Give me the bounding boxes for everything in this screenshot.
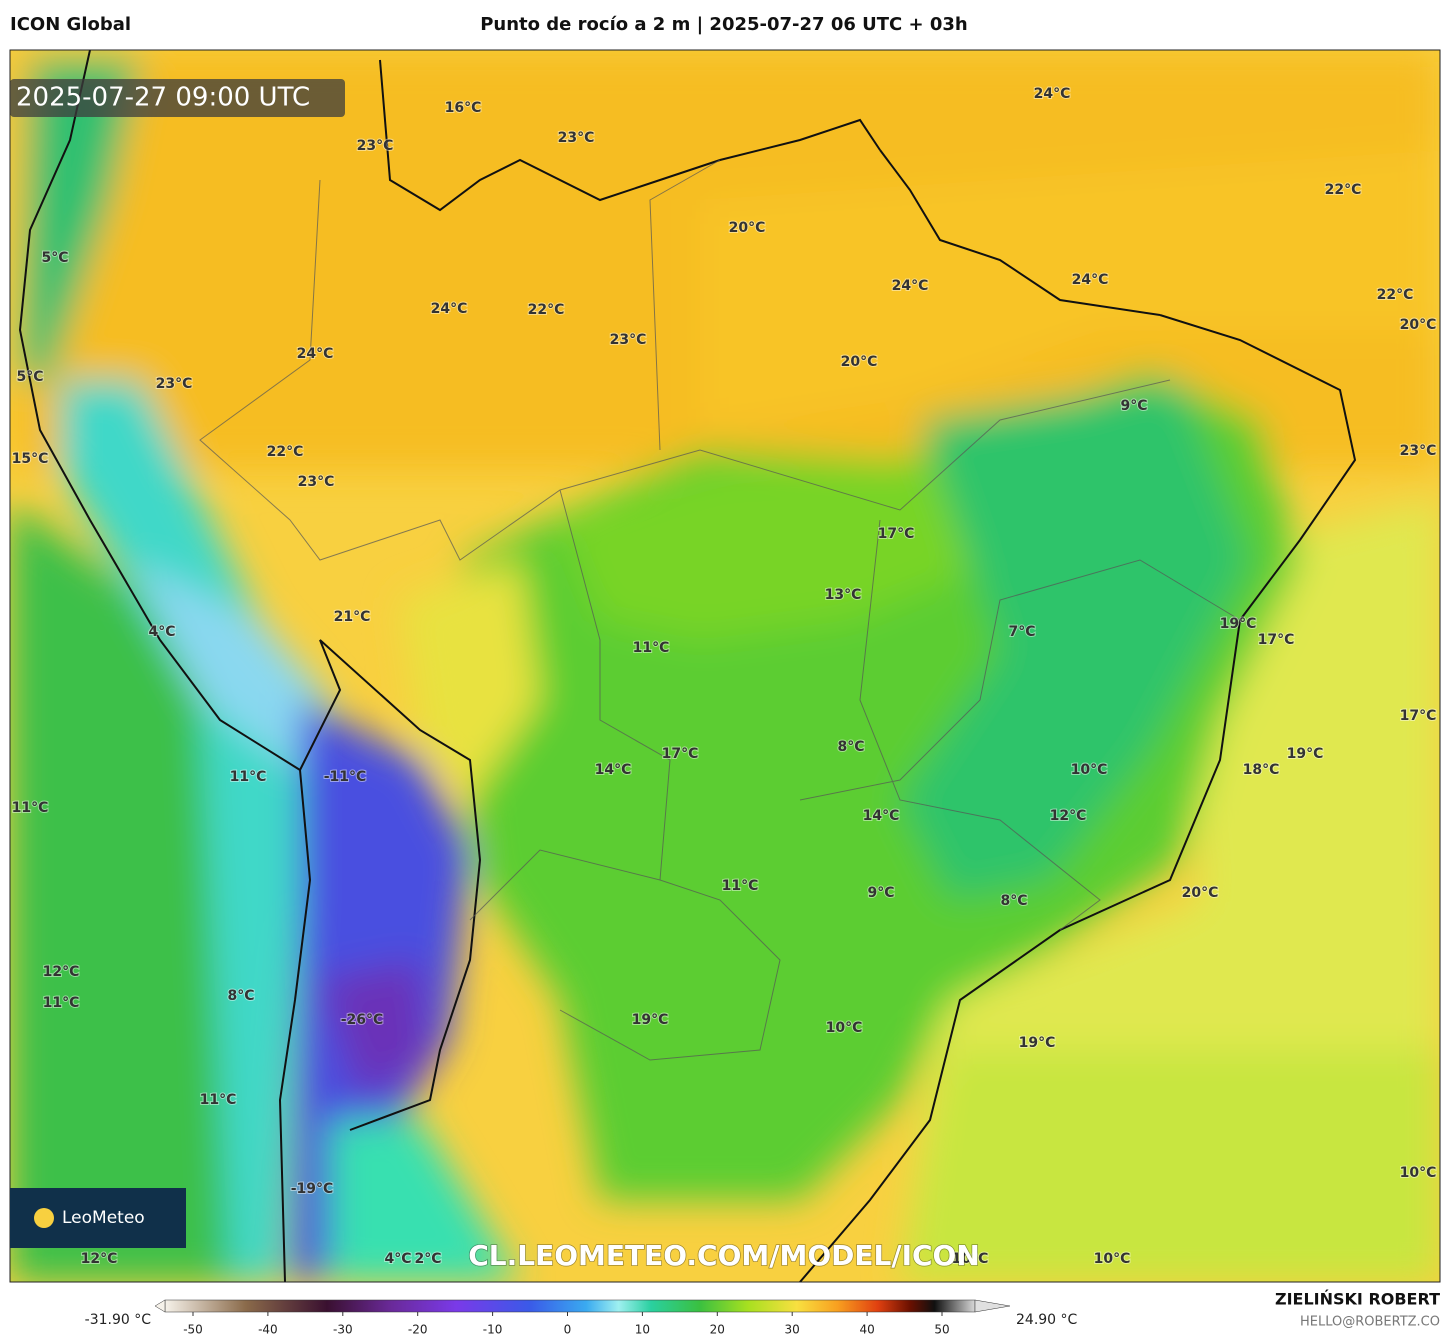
colorbar-tick-label: 10 [635,1323,650,1337]
temp-label: 22°C [1377,287,1414,303]
temp-label: 23°C [298,474,335,490]
temp-label: 10°C [1400,1165,1437,1181]
temp-label: 4°C [148,624,175,640]
temp-label: 17°C [1400,708,1437,724]
temp-label: 8°C [837,739,864,755]
timestamp-box [10,79,345,117]
colorbar-tick-label: -40 [258,1323,278,1337]
temp-label: 19°C [1220,616,1257,632]
temp-label: 10°C [826,1020,863,1036]
temp-label: 24°C [431,301,468,317]
temp-label: 14°C [863,808,900,824]
colorbar-min: -31.90 °C [85,1312,152,1328]
contact: HELLO@ROBERTZ.CO [1300,1315,1440,1330]
temp-label: 11°C [200,1092,237,1108]
colorbar-max-arrow [974,1299,1011,1313]
temp-label: 20°C [729,220,766,236]
temp-label: 24°C [1072,272,1109,288]
temp-label: 19°C [1019,1035,1056,1051]
temp-label: 17°C [878,526,915,542]
temp-label: 8°C [1000,893,1027,909]
temp-label: 9°C [867,885,894,901]
colorbar-tick-label: 30 [785,1323,800,1337]
colorbar [164,1299,976,1313]
temp-label: 14°C [595,762,632,778]
temp-label: 9°C [1120,398,1147,414]
temp-label: 15°C [12,451,49,467]
colorbar-tick-label: 0 [564,1323,572,1337]
temp-label: 16°C [445,100,482,116]
temp-label: 18°C [1243,762,1280,778]
temp-label: 5°C [41,250,68,266]
temp-label: 11°C [722,878,759,894]
temp-label: 24°C [297,346,334,362]
temp-label: 23°C [558,130,595,146]
temp-label: 11°C [633,640,670,656]
colorbar-max: 24.90 °C [1016,1312,1078,1328]
temp-label: 22°C [528,302,565,318]
temp-label: 12°C [81,1251,118,1267]
logo-text: LeoMeteo [62,1208,145,1228]
temp-label: 19°C [1287,746,1324,762]
temp-label: 23°C [357,138,394,154]
temp-label: 13°C [825,587,862,603]
colorbar-tick-label: -20 [408,1323,428,1337]
colorbar-min-arrow [154,1299,166,1313]
temp-label: 11°C [12,800,49,816]
map-field [10,50,1440,1282]
temp-label: 23°C [610,332,647,348]
temp-label: 10°C [952,1251,989,1267]
temp-label: 23°C [1400,443,1437,459]
temp-label: 21°C [334,609,371,625]
temp-label: 4°C [384,1251,411,1267]
temp-label: 12°C [1050,808,1087,824]
colorbar-tick-label: 40 [859,1323,874,1337]
temp-label: -19°C [291,1181,334,1197]
temp-label: 20°C [1400,317,1437,333]
model-name: ICON Global [10,14,131,35]
temp-label: 7°C [1008,624,1035,640]
temp-label: 20°C [841,354,878,370]
temp-label: 8°C [227,988,254,1004]
temp-label: 20°C [1182,885,1219,901]
colorbar-tick-label: 20 [710,1323,725,1337]
temp-label: -26°C [341,1012,384,1028]
colorbar-tick-label: -50 [183,1323,203,1337]
temp-label: 24°C [892,278,929,294]
watermark: CL.LEOMETEO.COM/MODEL/ICON [468,1239,980,1272]
temp-label: -11°C [324,769,367,785]
temp-label: 24°C [1034,86,1071,102]
logo-sun [34,1208,54,1228]
temp-label: 19°C [632,1012,669,1028]
colorbar-tick-label: 50 [934,1323,949,1337]
temp-label: 23°C [156,376,193,392]
temp-label: 17°C [1258,632,1295,648]
colorbar-tick-label: -10 [483,1323,503,1337]
timestamp: 2025-07-27 09:00 UTC [16,83,310,113]
temp-label: 10°C [1071,762,1108,778]
colorbar-tick-label: -30 [333,1323,353,1337]
temp-label: 17°C [662,746,699,762]
map-title: Punto de rocío a 2 m | 2025-07-27 06 UTC… [480,14,968,35]
temp-label: 5°C [16,369,43,385]
temp-label: 12°C [43,964,80,980]
temp-label: 22°C [1325,182,1362,198]
temp-label: 2°C [414,1251,441,1267]
author: ZIELIŃSKI ROBERT [1275,1290,1440,1309]
temp-label: 11°C [230,769,267,785]
temp-label: 10°C [1094,1251,1131,1267]
temp-label: 11°C [43,995,80,1011]
temp-label: 22°C [267,444,304,460]
